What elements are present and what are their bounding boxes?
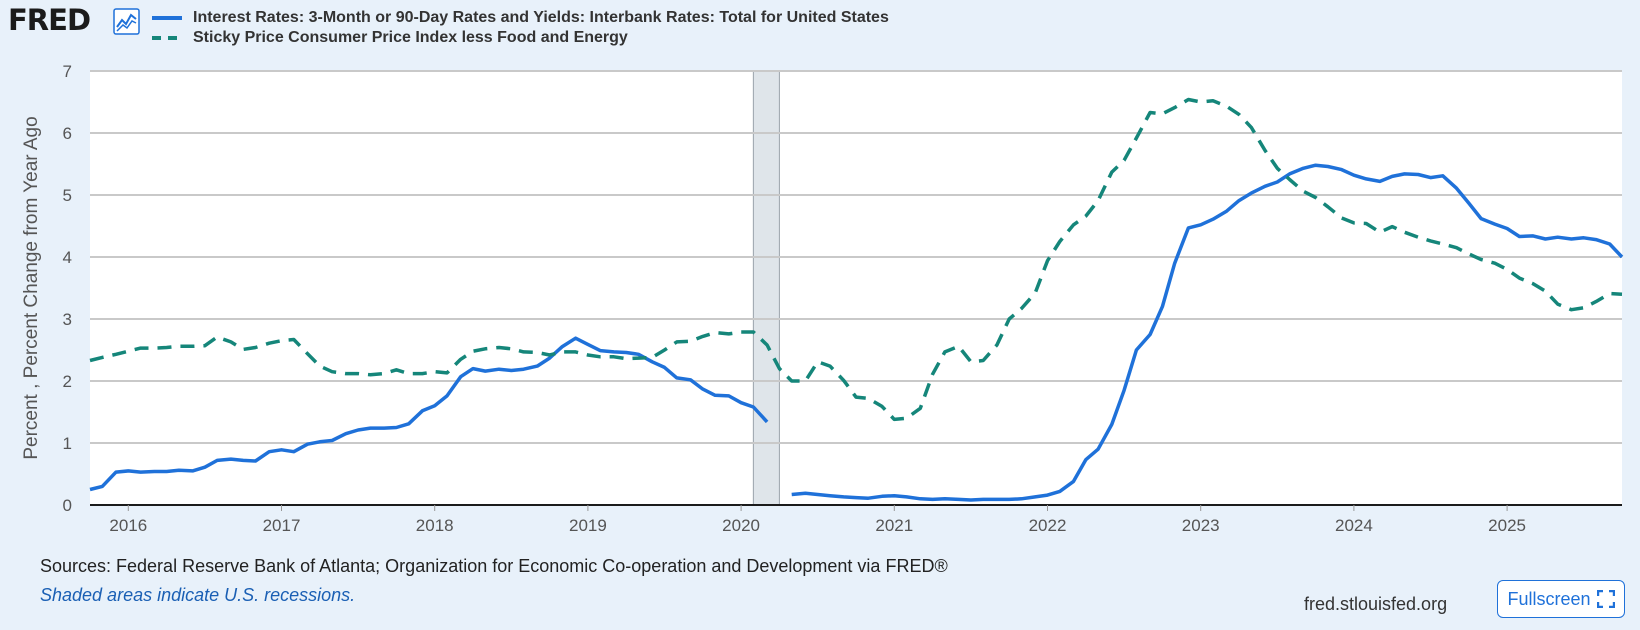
gridlines-group <box>90 70 1622 444</box>
solid-line-icon <box>152 16 182 20</box>
y-axis-label: Percent , Percent Change from Year Ago <box>21 116 42 459</box>
x-tick-label: 2024 <box>1335 516 1373 535</box>
x-tick-label: 2022 <box>1029 516 1067 535</box>
x-tick-label: 2018 <box>416 516 454 535</box>
y-tick-label: 4 <box>63 248 72 267</box>
chart-legend: Interest Rates: 3-Month or 90-Day Rates … <box>152 8 889 48</box>
fred-chart-icon[interactable] <box>113 8 140 35</box>
legend-label: Sticky Price Consumer Price Index less F… <box>193 29 628 46</box>
fred-logo[interactable]: FRED <box>8 3 91 37</box>
series-line-interbank-rate[interactable] <box>89 336 769 492</box>
x-tick-label: 2020 <box>722 516 760 535</box>
site-url[interactable]: fred.stlouisfed.org <box>1304 594 1448 614</box>
x-tick-label: 2021 <box>875 516 913 535</box>
x-tick-label: 2016 <box>109 516 147 535</box>
plot-area <box>90 71 1622 505</box>
recession-shading-group <box>752 70 780 506</box>
y-tick-label: 6 <box>63 124 72 143</box>
y-tick-label: 7 <box>63 62 72 81</box>
y-tick-labels: 0 1 2 3 4 5 6 7 <box>63 62 72 515</box>
series-line-interbank-rate[interactable] <box>791 163 1624 502</box>
dashed-line-icon <box>152 36 182 40</box>
legend-label: Interest Rates: 3-Month or 90-Day Rates … <box>193 9 889 26</box>
x-tick-label: 2023 <box>1182 516 1220 535</box>
x-tick-label: 2025 <box>1488 516 1526 535</box>
y-tick-label: 2 <box>63 372 72 391</box>
y-tick-label: 3 <box>63 310 72 329</box>
expand-icon <box>1596 590 1615 608</box>
recession-note: Shaded areas indicate U.S. recessions. <box>40 585 356 605</box>
sources-text: Sources: Federal Reserve Bank of Atlanta… <box>40 556 948 576</box>
y-tick-label: 5 <box>63 186 72 205</box>
y-tick-label: 0 <box>63 496 72 515</box>
legend-item-interbank-rate[interactable]: Interest Rates: 3-Month or 90-Day Rates … <box>152 8 889 28</box>
series-group <box>89 97 1624 502</box>
fullscreen-button[interactable]: Fullscreen <box>1497 580 1625 618</box>
x-tick-labels: 2016 2017 2018 2019 2020 2021 2022 2023 2024 2025 <box>109 505 1526 535</box>
x-tick-label: 2019 <box>569 516 607 535</box>
fullscreen-label: Fullscreen <box>1507 588 1591 609</box>
chart-header: FRED Interest Rates: 3-Month or 90-Day R… <box>8 3 1628 53</box>
series-line-sticky-cpi[interactable] <box>89 97 1623 422</box>
recession-band <box>752 70 780 506</box>
y-tick-label: 1 <box>63 434 72 453</box>
legend-item-sticky-cpi[interactable]: Sticky Price Consumer Price Index less F… <box>152 28 889 48</box>
x-tick-label: 2017 <box>263 516 301 535</box>
